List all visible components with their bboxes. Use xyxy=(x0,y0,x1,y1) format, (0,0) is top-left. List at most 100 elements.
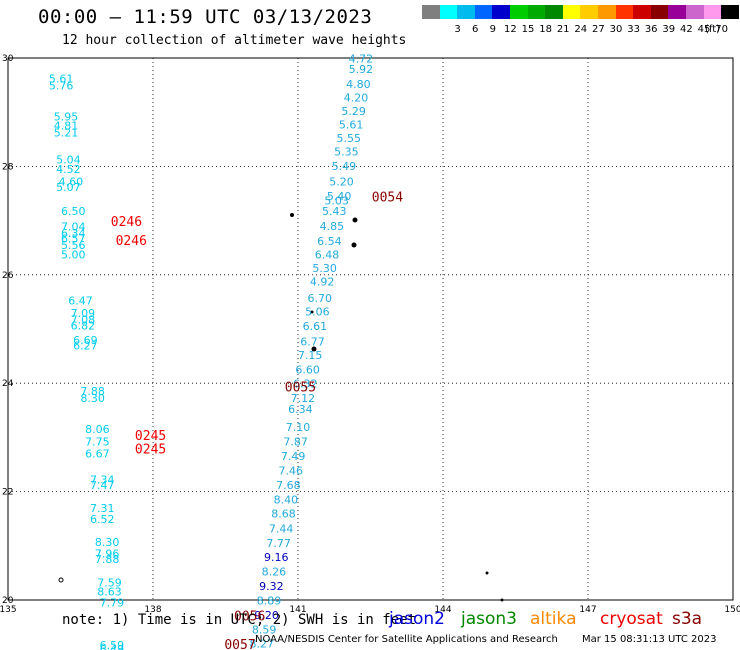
wave-height-value: 6.57 xyxy=(61,232,86,245)
wave-height-value: 6.60 xyxy=(295,363,320,376)
wave-height-value: 6.77 xyxy=(300,335,325,348)
wave-height-value: 7.75 xyxy=(85,436,110,449)
wave-height-value: 5.03 xyxy=(324,194,349,207)
wave-height-value: 6.34 xyxy=(288,403,313,416)
legend-swatch xyxy=(474,5,493,19)
pass-time-label: 0057 xyxy=(224,638,255,650)
wave-height-value: 7.08 xyxy=(71,314,96,327)
island xyxy=(311,346,317,352)
wave-height-value: 6.61 xyxy=(303,320,328,333)
wave-height-value: 6.52 xyxy=(90,513,115,526)
wave-height-value: 8.06 xyxy=(85,423,110,436)
legend-swatch xyxy=(633,5,651,19)
pass-time-label: 0246 xyxy=(116,234,147,249)
legend-swatch xyxy=(615,5,634,19)
island xyxy=(352,217,358,223)
wave-height-value: 7.79 xyxy=(100,597,125,610)
map-frame xyxy=(7,57,734,601)
wave-height-value: 6.47 xyxy=(68,295,93,308)
legend-swatch xyxy=(545,5,563,19)
legend-swatch xyxy=(580,5,598,19)
wave-height-value: 5.61 xyxy=(339,118,364,131)
pass-time-label: 0245 xyxy=(135,443,166,458)
lat-label: 22 xyxy=(2,488,13,498)
wave-height-value: 8.68 xyxy=(271,508,296,521)
wave-height-value: 6.50 xyxy=(61,205,86,218)
lat-label: 28 xyxy=(2,162,14,172)
wave-height-value: 6.48 xyxy=(315,249,340,262)
island xyxy=(500,598,504,602)
satellite-name: altika xyxy=(530,609,577,629)
wave-height-value: 4.20 xyxy=(344,91,369,104)
map-subtitle: 12 hour collection of altimeter wave hei… xyxy=(62,33,407,48)
legend-label: 42 xyxy=(680,24,693,35)
wave-height-value: 4.60 xyxy=(59,175,84,188)
wave-height-value: 9.16 xyxy=(264,551,289,564)
wave-height-value: 8.40 xyxy=(274,494,299,507)
wave-height-value: 5.95 xyxy=(54,110,79,123)
wave-height-value: 5.40 xyxy=(327,190,352,203)
wave-height-value: 8.89 xyxy=(257,594,282,607)
wave-height-value: 6.49 xyxy=(100,643,125,650)
wave-height-value: 7.49 xyxy=(281,450,306,463)
wave-height-value: 7.59 xyxy=(97,576,122,589)
legend-label: 3 xyxy=(454,24,461,35)
wave-height-value: 5.04 xyxy=(56,154,81,167)
wave-height-value: 7.10 xyxy=(286,421,311,434)
wave-height-value: 4.92 xyxy=(310,276,335,289)
legend-swatch xyxy=(686,5,704,19)
map-title: 00:00 – 11:59 UTC 03/13/2023 xyxy=(38,6,373,28)
pass-time-label: 0246 xyxy=(111,215,142,230)
legend-swatch xyxy=(422,5,440,19)
legend-label: 15 xyxy=(521,24,535,35)
legend-label: 30 xyxy=(609,24,623,35)
wave-height-value: 5.06 xyxy=(305,305,330,318)
lat-label: 24 xyxy=(2,379,14,389)
legend-swatch xyxy=(457,5,475,19)
legend-swatch xyxy=(562,5,581,19)
wave-height-value: 5.20 xyxy=(329,175,354,188)
footer-credit: NOAA/NESDIS Center for Satellite Applica… xyxy=(255,634,558,645)
satellite-name: jason2 xyxy=(389,609,445,629)
wave-height-value: 8.59 xyxy=(252,624,277,637)
wave-height-value: 6.82 xyxy=(71,320,96,333)
wave-height-value: 7.96 xyxy=(95,548,120,561)
wave-height-value: 7.87 xyxy=(283,436,308,449)
satellite-name: cryosat xyxy=(600,609,663,629)
legend-label: 24 xyxy=(574,24,588,35)
wave-height-value: 8.30 xyxy=(95,536,120,549)
island xyxy=(351,242,357,248)
wave-height-value: 7.88 xyxy=(95,553,120,566)
wave-height-value: 9.20 xyxy=(254,609,279,622)
wave-height-value: 5.07 xyxy=(56,181,81,194)
lat-label: 30 xyxy=(2,54,14,64)
legend-label: 39 xyxy=(662,24,676,35)
satellite-name: jason3 xyxy=(461,609,517,629)
legend-label: 18 xyxy=(539,24,552,35)
wave-height-value: 6.59 xyxy=(100,639,125,650)
wave-height-value: 5.49 xyxy=(332,160,357,173)
wave-height-value: 5.76 xyxy=(49,79,74,92)
wave-height-value: 5.29 xyxy=(341,105,366,118)
pass-time-label: 0054 xyxy=(372,191,403,206)
lon-label: 144 xyxy=(434,605,451,615)
legend-swatch xyxy=(721,5,739,19)
lon-label: 150 xyxy=(724,605,740,615)
pass-time-label: 0245 xyxy=(135,429,166,444)
wave-height-value: 6.67 xyxy=(85,447,110,460)
wave-height-value: 7.15 xyxy=(298,349,323,362)
wave-height-value: 8.26 xyxy=(262,566,287,579)
wave-height-value: 7.88 xyxy=(80,385,105,398)
island xyxy=(310,310,314,314)
lon-label: 138 xyxy=(144,605,161,615)
legend-swatch xyxy=(650,5,669,19)
legend-unit: (ft) xyxy=(705,24,721,35)
island xyxy=(58,577,64,583)
wave-height-value: 4.81 xyxy=(54,120,79,133)
wave-height-value: 6.69 xyxy=(73,334,98,347)
legend-label: 27 xyxy=(592,24,605,35)
legend-swatch xyxy=(510,5,528,19)
wave-height-value: 5.21 xyxy=(54,127,79,140)
legend-swatch xyxy=(703,5,722,19)
